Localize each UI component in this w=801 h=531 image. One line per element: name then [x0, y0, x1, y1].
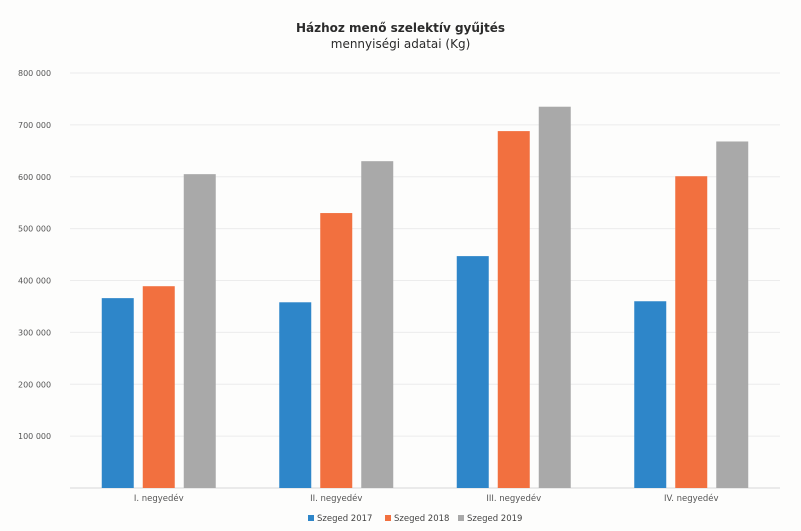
x-tick-label: III. negyedév: [486, 493, 541, 504]
y-tick-label: 600 000: [18, 173, 51, 182]
bar: [456, 256, 489, 488]
bar: [101, 298, 134, 488]
chart-title-block: Házhoz menő szelektív gyűjtés mennyiségi…: [0, 20, 801, 52]
x-tick-label: IV. negyedév: [664, 493, 719, 504]
legend-label: Szeged 2018: [394, 514, 449, 524]
bar: [634, 301, 667, 488]
chart-subtitle: mennyiségi adatai (Kg): [330, 37, 471, 51]
bar: [320, 213, 353, 488]
bar: [716, 141, 749, 488]
bar: [361, 161, 394, 488]
legend-swatch: [308, 515, 314, 521]
y-tick-label: 200 000: [18, 380, 51, 389]
legend-swatch: [385, 515, 391, 521]
bar: [142, 286, 175, 488]
x-tick-label: I. negyedév: [134, 493, 184, 504]
y-tick-label: 300 000: [18, 328, 51, 337]
legend-label: Szeged 2017: [317, 514, 372, 524]
bar: [675, 176, 708, 488]
bar: [497, 131, 530, 488]
y-tick-label: 500 000: [18, 225, 51, 234]
bar: [538, 106, 571, 488]
y-tick-label: 400 000: [18, 277, 51, 286]
bar: [183, 174, 216, 488]
legend-label: Szeged 2019: [467, 514, 522, 524]
y-tick-label: 100 000: [18, 432, 51, 441]
y-tick-label: 800 000: [18, 69, 51, 78]
x-tick-label: II. negyedév: [310, 493, 362, 504]
y-tick-label: 700 000: [18, 121, 51, 130]
chart-title: Házhoz menő szelektív gyűjtés: [295, 21, 506, 35]
bar: [279, 302, 312, 488]
legend-swatch: [458, 515, 464, 521]
